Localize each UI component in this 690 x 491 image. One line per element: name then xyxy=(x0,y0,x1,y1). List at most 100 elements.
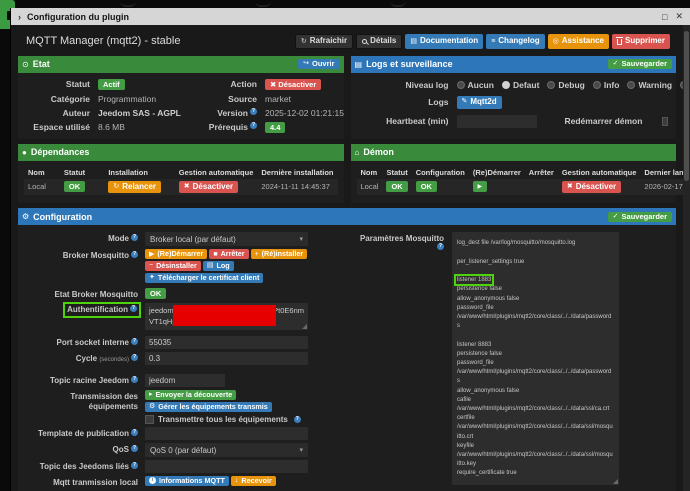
stop-icon: ■ xyxy=(213,250,218,258)
gear-icon: ⚙ xyxy=(149,403,156,411)
col-gestion: Gestion automatique xyxy=(178,167,254,177)
disable-plugin-button[interactable]: ✖ Désactiver xyxy=(265,78,322,90)
plus-icon: + xyxy=(254,250,259,258)
broker-reinstall-button[interactable]: + (Ré)installer xyxy=(250,249,308,260)
mosquitto-config-textarea[interactable]: log_dest file /var/log/mosquitto/mosquit… xyxy=(452,232,619,486)
mqtt-local-label: Mqtt tranmission local xyxy=(53,478,138,487)
dep-last-install: 2024-11-11 14:45:37 xyxy=(257,178,338,196)
prerequis-badge: 4.4 xyxy=(265,121,286,133)
col-derniere-installation: Dernière installation xyxy=(261,167,334,177)
x-icon: ✖ xyxy=(566,183,573,191)
broker-stop-button[interactable]: ■ Arrêter xyxy=(209,249,249,260)
auteur-value: Jeedom SAS - AGPL xyxy=(98,107,181,118)
loglevel-debug-radio[interactable]: Debug xyxy=(547,80,585,90)
statut-label: Statut xyxy=(65,79,90,90)
chevron-icon: › xyxy=(18,11,21,22)
broker-status-badge: OK xyxy=(145,288,167,300)
help-icon xyxy=(131,338,138,346)
prerequis-label: Prérequis xyxy=(203,122,265,132)
port-socket-input[interactable] xyxy=(145,336,308,350)
cycle-input[interactable] xyxy=(145,352,308,366)
help-icon xyxy=(131,445,138,452)
transmit-all-checkbox[interactable] xyxy=(145,415,154,424)
transmit-all-label: Transmettre tous les équipements xyxy=(158,415,288,424)
panel-configuration: ⚙ Configuration ✓Sauvegarder Mode Broker… xyxy=(18,208,676,491)
book-icon: ▤ xyxy=(410,37,417,45)
port-socket-label: Port socket interne xyxy=(20,336,145,348)
restart-daemon-button[interactable]: ▶ xyxy=(472,181,487,193)
details-button[interactable]: Détails xyxy=(356,34,403,49)
disable-auto-dep-button[interactable]: ✖ Désactiver xyxy=(178,180,239,194)
bank-icon: ⌂ xyxy=(354,147,360,157)
search-icon xyxy=(362,38,368,44)
page-title: MQTT Manager (mqtt2) - stable xyxy=(26,35,181,48)
col-gestion: Gestion automatique xyxy=(561,167,637,177)
restart-daemon-checkbox[interactable] xyxy=(662,116,668,126)
loglevel-defaut-radio[interactable]: Defaut xyxy=(501,80,539,90)
documentation-button[interactable]: ▤ Documentation xyxy=(405,34,484,49)
topic-jeedoms-label: Topic des Jeedoms liés xyxy=(20,460,145,472)
auteur-label: Auteur xyxy=(62,107,90,118)
circle-icon: ● xyxy=(22,147,27,157)
download-client-cert-button[interactable]: ✦ Télécharger le certificat client xyxy=(145,273,264,284)
broker-restart-button[interactable]: ▶ (Re)Démarrer xyxy=(145,249,208,260)
loglevel-aucun-radio[interactable]: Aucun xyxy=(456,80,494,90)
authentification-textarea[interactable]: jeedom:S Pt0E6nm VT1qHp xyxy=(145,303,308,331)
changelog-button[interactable]: ≡ Changelog xyxy=(486,34,545,49)
paperclip-icon: ✎ xyxy=(461,98,468,106)
help-icon xyxy=(131,234,138,242)
close-button[interactable]: ✕ xyxy=(675,11,683,21)
loglevel-warning-radio[interactable]: Warning xyxy=(627,80,672,90)
check-icon: ✓ xyxy=(612,60,619,68)
transmission-label: Transmission des équipements xyxy=(70,392,138,412)
template-publication-input[interactable] xyxy=(145,427,308,440)
save-logs-button[interactable]: ✓ Sauvegarder xyxy=(607,59,672,70)
cycle-label: Cycle (secondes) xyxy=(20,352,145,365)
ambulance-icon: ↻ xyxy=(113,183,120,191)
assistance-button[interactable]: ◎ Assistance xyxy=(547,34,609,49)
status-icon: ⊙ xyxy=(22,59,29,69)
disable-auto-daemon-button[interactable]: ✖ Désactiver xyxy=(561,180,622,194)
authentification-label: Authentification xyxy=(20,302,145,319)
demon-arreter-cell xyxy=(524,178,558,196)
etat-broker-label: Etat Broker Mosquitto xyxy=(54,290,138,300)
topic-racine-input[interactable] xyxy=(145,374,225,388)
send-discovery-button[interactable]: ▸ Envoyer la découverte xyxy=(145,390,237,401)
scrollbar-thumb[interactable] xyxy=(684,31,689,181)
help-icon xyxy=(250,107,257,115)
broker-uninstall-button[interactable]: − Désinstaller xyxy=(145,261,201,272)
heartbeat-input[interactable] xyxy=(456,114,537,128)
save-configuration-button[interactable]: ✓ Sauvegarder xyxy=(607,211,672,223)
topic-jeedoms-input[interactable] xyxy=(145,460,308,473)
heartbeat-label: Heartbeat (min) xyxy=(386,116,449,127)
qos-select[interactable]: QoS 0 (par défaut) ▾ xyxy=(145,443,308,457)
receive-local-button[interactable]: ↓ Recevoir xyxy=(230,476,276,486)
play-icon: ▶ xyxy=(149,250,155,258)
help-icon xyxy=(250,122,257,130)
maximize-button[interactable]: □ xyxy=(662,11,668,22)
dialog-scrollbar[interactable] xyxy=(683,25,690,491)
open-button[interactable]: ↪ Ouvrir xyxy=(298,59,340,70)
log-file-button[interactable]: ✎ Mqtt2d xyxy=(456,95,502,109)
logs-label: Logs xyxy=(428,97,449,108)
caret-down-icon: ▾ xyxy=(299,236,303,244)
manage-transmitted-button[interactable]: ⚙ Gérer les équipements transmis xyxy=(145,402,272,412)
delete-button[interactable]: Supprimer xyxy=(611,34,670,49)
relaunch-dependencies-button[interactable]: ↻ Relancer xyxy=(108,180,162,194)
broker-log-button[interactable]: ▤ Log xyxy=(202,261,234,272)
refresh-button[interactable]: ↻ Rafraichir xyxy=(294,34,354,49)
mode-select[interactable]: Broker local (par défaut) ▾ xyxy=(145,232,308,247)
help-icon xyxy=(131,354,138,362)
loglevel-info-radio[interactable]: Info xyxy=(592,80,619,90)
table-row: Local OK OK ▶ ✖Désactiver 2026-02-17 10:… xyxy=(356,178,690,196)
dialog-title: Configuration du plugin xyxy=(27,11,129,22)
informations-mqtt-button[interactable]: Informations MQTT xyxy=(145,476,229,486)
x-icon: ✖ xyxy=(270,79,277,89)
send-icon: ▸ xyxy=(149,391,153,399)
restart-daemon-label: Redémarrer démon xyxy=(564,116,643,127)
panel-dependances: ● Dépendances Nom Statut Installation Ge… xyxy=(18,143,344,204)
version-label: Version xyxy=(203,107,265,118)
col-nom: Nom xyxy=(360,167,378,177)
panel-etat-title: Etat xyxy=(32,59,50,70)
